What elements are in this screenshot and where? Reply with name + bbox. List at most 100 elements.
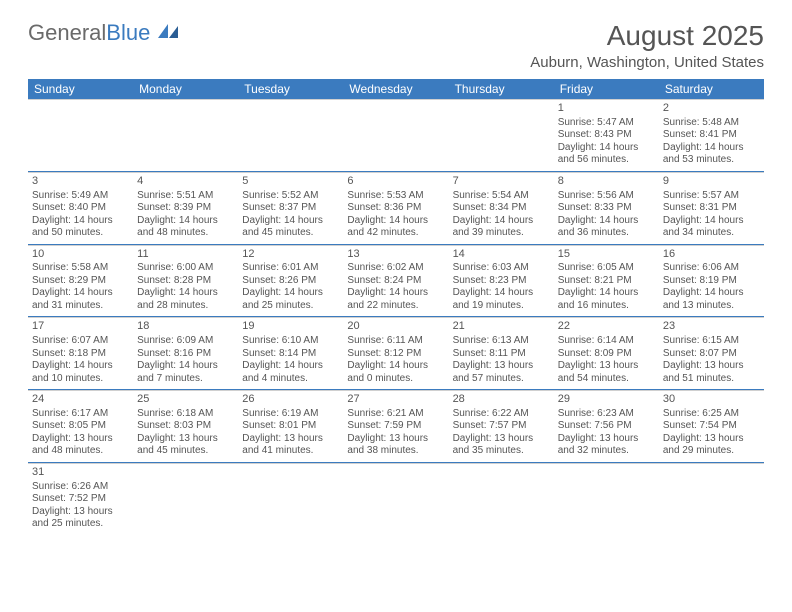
day-number: 30: [663, 393, 760, 407]
daylight-text: Daylight: 14 hours and 22 minutes.: [347, 287, 444, 312]
day-cell: 24Sunrise: 6:17 AMSunset: 8:05 PMDayligh…: [28, 390, 133, 462]
sunset-text: Sunset: 8:21 PM: [558, 275, 655, 288]
day-number: 31: [32, 466, 129, 480]
daylight-text: Daylight: 14 hours and 10 minutes.: [32, 360, 129, 385]
day-cell: 27Sunrise: 6:21 AMSunset: 7:59 PMDayligh…: [343, 390, 448, 462]
weekday-header: Saturday: [659, 79, 764, 99]
daylight-text: Daylight: 13 hours and 35 minutes.: [453, 433, 550, 458]
weekday-header: Thursday: [449, 79, 554, 99]
sunset-text: Sunset: 8:18 PM: [32, 348, 129, 361]
sunset-text: Sunset: 8:43 PM: [558, 129, 655, 142]
sunrise-text: Sunrise: 5:57 AM: [663, 190, 760, 203]
daylight-text: Daylight: 13 hours and 48 minutes.: [32, 433, 129, 458]
sunset-text: Sunset: 8:39 PM: [137, 202, 234, 215]
sunset-text: Sunset: 8:33 PM: [558, 202, 655, 215]
day-number: 6: [347, 175, 444, 189]
logo: GeneralBlue: [28, 20, 180, 46]
day-number: 20: [347, 320, 444, 334]
weekday-header: Friday: [554, 79, 659, 99]
weekday-header: Wednesday: [343, 79, 448, 99]
day-cell: 11Sunrise: 6:00 AMSunset: 8:28 PMDayligh…: [133, 245, 238, 317]
sunset-text: Sunset: 7:57 PM: [453, 420, 550, 433]
sunrise-text: Sunrise: 6:05 AM: [558, 262, 655, 275]
day-number: 17: [32, 320, 129, 334]
empty-cell: [343, 463, 448, 535]
day-cell: 21Sunrise: 6:13 AMSunset: 8:11 PMDayligh…: [449, 317, 554, 389]
daylight-text: Daylight: 14 hours and 56 minutes.: [558, 142, 655, 167]
day-number: 2: [663, 102, 760, 116]
sunset-text: Sunset: 8:34 PM: [453, 202, 550, 215]
week-row: 17Sunrise: 6:07 AMSunset: 8:18 PMDayligh…: [28, 317, 764, 390]
sunrise-text: Sunrise: 6:10 AM: [242, 335, 339, 348]
sunrise-text: Sunrise: 6:06 AM: [663, 262, 760, 275]
empty-cell: [449, 99, 554, 171]
day-number: 7: [453, 175, 550, 189]
day-number: 21: [453, 320, 550, 334]
sunset-text: Sunset: 7:56 PM: [558, 420, 655, 433]
daylight-text: Daylight: 14 hours and 4 minutes.: [242, 360, 339, 385]
sunrise-text: Sunrise: 6:00 AM: [137, 262, 234, 275]
empty-cell: [238, 463, 343, 535]
day-number: 16: [663, 248, 760, 262]
week-row: 31Sunrise: 6:26 AMSunset: 7:52 PMDayligh…: [28, 463, 764, 535]
daylight-text: Daylight: 14 hours and 19 minutes.: [453, 287, 550, 312]
daylight-text: Daylight: 14 hours and 39 minutes.: [453, 215, 550, 240]
day-number: 12: [242, 248, 339, 262]
sunset-text: Sunset: 7:54 PM: [663, 420, 760, 433]
sunrise-text: Sunrise: 6:15 AM: [663, 335, 760, 348]
daylight-text: Daylight: 14 hours and 28 minutes.: [137, 287, 234, 312]
sunset-text: Sunset: 8:26 PM: [242, 275, 339, 288]
day-number: 1: [558, 102, 655, 116]
weeks-container: 1Sunrise: 5:47 AMSunset: 8:43 PMDaylight…: [28, 99, 764, 535]
sunrise-text: Sunrise: 6:22 AM: [453, 408, 550, 421]
sunrise-text: Sunrise: 6:14 AM: [558, 335, 655, 348]
day-number: 29: [558, 393, 655, 407]
daylight-text: Daylight: 14 hours and 50 minutes.: [32, 215, 129, 240]
sunset-text: Sunset: 8:31 PM: [663, 202, 760, 215]
sunset-text: Sunset: 8:05 PM: [32, 420, 129, 433]
sunrise-text: Sunrise: 5:58 AM: [32, 262, 129, 275]
daylight-text: Daylight: 14 hours and 48 minutes.: [137, 215, 234, 240]
sunrise-text: Sunrise: 5:47 AM: [558, 117, 655, 130]
empty-cell: [343, 99, 448, 171]
sunset-text: Sunset: 8:19 PM: [663, 275, 760, 288]
day-number: 14: [453, 248, 550, 262]
day-cell: 10Sunrise: 5:58 AMSunset: 8:29 PMDayligh…: [28, 245, 133, 317]
week-row: 10Sunrise: 5:58 AMSunset: 8:29 PMDayligh…: [28, 245, 764, 318]
sunrise-text: Sunrise: 5:51 AM: [137, 190, 234, 203]
sunrise-text: Sunrise: 5:56 AM: [558, 190, 655, 203]
empty-cell: [133, 463, 238, 535]
weekday-header: Sunday: [28, 79, 133, 99]
day-cell: 25Sunrise: 6:18 AMSunset: 8:03 PMDayligh…: [133, 390, 238, 462]
day-cell: 23Sunrise: 6:15 AMSunset: 8:07 PMDayligh…: [659, 317, 764, 389]
day-number: 24: [32, 393, 129, 407]
sunrise-text: Sunrise: 6:01 AM: [242, 262, 339, 275]
daylight-text: Daylight: 13 hours and 32 minutes.: [558, 433, 655, 458]
sunrise-text: Sunrise: 6:07 AM: [32, 335, 129, 348]
sunset-text: Sunset: 8:16 PM: [137, 348, 234, 361]
sunrise-text: Sunrise: 6:09 AM: [137, 335, 234, 348]
sunrise-text: Sunrise: 6:11 AM: [347, 335, 444, 348]
sunset-text: Sunset: 8:14 PM: [242, 348, 339, 361]
day-number: 23: [663, 320, 760, 334]
sunset-text: Sunset: 8:28 PM: [137, 275, 234, 288]
day-cell: 9Sunrise: 5:57 AMSunset: 8:31 PMDaylight…: [659, 172, 764, 244]
location-label: Auburn, Washington, United States: [28, 54, 764, 71]
weekday-header: Tuesday: [238, 79, 343, 99]
sunrise-text: Sunrise: 6:18 AM: [137, 408, 234, 421]
day-number: 4: [137, 175, 234, 189]
day-number: 22: [558, 320, 655, 334]
day-cell: 14Sunrise: 6:03 AMSunset: 8:23 PMDayligh…: [449, 245, 554, 317]
week-row: 3Sunrise: 5:49 AMSunset: 8:40 PMDaylight…: [28, 172, 764, 245]
weekday-header-row: SundayMondayTuesdayWednesdayThursdayFrid…: [28, 79, 764, 99]
day-cell: 2Sunrise: 5:48 AMSunset: 8:41 PMDaylight…: [659, 99, 764, 171]
sunset-text: Sunset: 8:07 PM: [663, 348, 760, 361]
sunset-text: Sunset: 8:09 PM: [558, 348, 655, 361]
daylight-text: Daylight: 14 hours and 25 minutes.: [242, 287, 339, 312]
day-cell: 6Sunrise: 5:53 AMSunset: 8:36 PMDaylight…: [343, 172, 448, 244]
logo-text-2: Blue: [106, 20, 150, 45]
daylight-text: Daylight: 14 hours and 13 minutes.: [663, 287, 760, 312]
logo-text-1: General: [28, 20, 106, 45]
sunrise-text: Sunrise: 5:52 AM: [242, 190, 339, 203]
sunrise-text: Sunrise: 5:54 AM: [453, 190, 550, 203]
